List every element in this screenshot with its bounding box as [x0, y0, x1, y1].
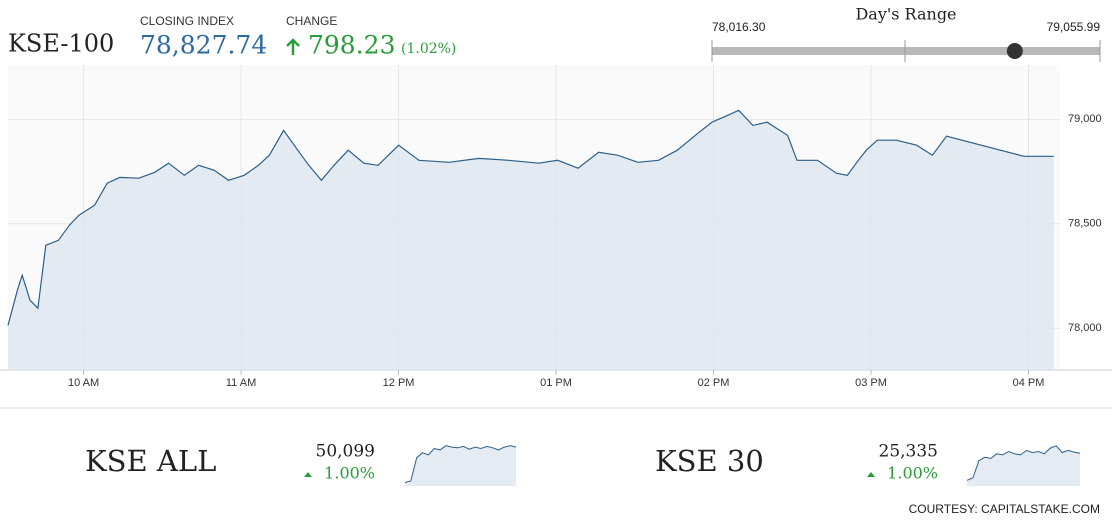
line — [404, 445, 517, 483]
up-triangle — [867, 472, 875, 477]
x-tick-label: 12 PM — [383, 377, 415, 389]
y-tick-label: 78,000 — [1068, 322, 1102, 334]
range-low: 78,016.30 — [712, 20, 766, 34]
footer: COURTESY: CAPITALSTAKE.COM — [909, 502, 1100, 516]
mini-change: 1.00% — [324, 464, 375, 483]
x-tick-label: 11 AM — [226, 377, 256, 389]
closing-value: 78,827.74 — [140, 31, 267, 60]
x-tick-label: 03 PM — [855, 377, 887, 389]
x-tick-label: 10 AM — [68, 377, 99, 389]
x-tick-label: 02 PM — [698, 377, 730, 389]
x-tick-label: 04 PM — [1013, 377, 1045, 389]
y-tick-label: 78,500 — [1068, 218, 1102, 230]
change-value: 798.23 — [308, 31, 395, 60]
mini-title: KSE 30 — [655, 444, 764, 478]
area-fill — [405, 445, 516, 486]
x-tick-label: 01 PM — [540, 377, 572, 389]
change-label: CHANGE — [286, 14, 337, 28]
y-tick-label: 79,000 — [1068, 113, 1102, 125]
mini-change: 1.00% — [887, 464, 938, 483]
up-arrow — [286, 38, 300, 55]
mini-title: KSE ALL — [85, 444, 216, 478]
range-marker — [1006, 43, 1023, 59]
range-bar — [712, 47, 1100, 55]
up-triangle — [304, 472, 312, 477]
line — [7, 109, 1054, 326]
mini-value: 25,335 — [879, 442, 938, 462]
area-fill — [967, 445, 1080, 486]
closing-label: CLOSING INDEX — [140, 14, 234, 28]
range-high: 79,055.99 — [1047, 20, 1101, 34]
change-percent: (1.02%) — [401, 41, 456, 57]
range-title: Day's Range — [855, 5, 956, 24]
line — [966, 445, 1081, 481]
index-name: KSE-100 — [8, 30, 114, 58]
area-fill — [8, 110, 1054, 371]
mini-value: 50,099 — [316, 442, 375, 462]
